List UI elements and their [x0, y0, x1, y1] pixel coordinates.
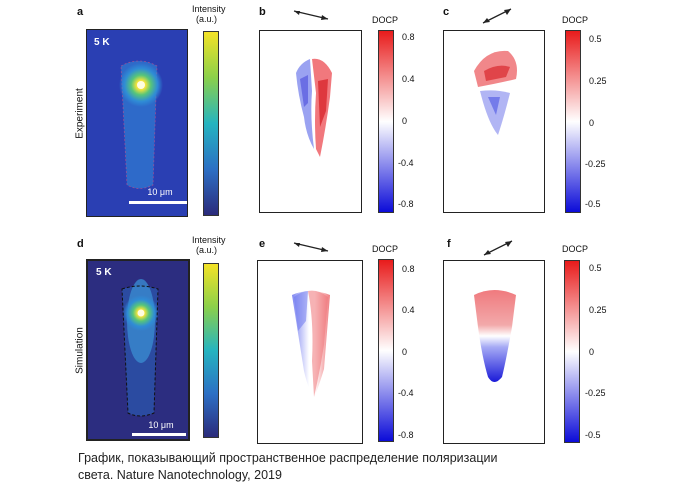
intensity-map-experiment: 5 K 10 μm: [86, 29, 188, 217]
figure-caption: График, показывающий пространственное ра…: [78, 450, 638, 484]
scale-bar-label: 10 μm: [148, 420, 174, 430]
docp-map-simulation-e: [257, 260, 363, 444]
tick-label: 0: [589, 347, 595, 357]
caption-line-1: График, показывающий пространственное ра…: [78, 451, 498, 465]
tick-label: 0.8: [402, 32, 415, 42]
tick-label: 0: [402, 116, 408, 126]
polarization-arrow-icon: [293, 242, 329, 252]
intensity-colorbar: [203, 31, 219, 216]
tick-label: 0: [402, 347, 408, 357]
temperature-label: 5 K: [96, 267, 112, 278]
tick-label: -0.25: [585, 159, 606, 169]
colorbar-title: DOCP: [372, 15, 399, 25]
temperature-label: 5 K: [94, 37, 110, 48]
docp-colorbar: [378, 259, 394, 442]
tick-label: 0: [589, 118, 595, 128]
colorbar-title: DOCP: [562, 15, 589, 25]
colorbar-title: Intensity (a.u.): [192, 235, 226, 255]
tick-label: -0.4: [398, 388, 414, 398]
polarization-arrow-icon: [483, 240, 513, 256]
tick-label: 0.5: [589, 263, 602, 273]
tick-label: 0.25: [589, 305, 607, 315]
tick-label: 0.25: [589, 76, 607, 86]
panel-letter-d: d: [77, 238, 84, 250]
tick-label: -0.8: [398, 430, 414, 440]
tick-label: -0.8: [398, 199, 414, 209]
tick-label: -0.4: [398, 158, 414, 168]
polarization-arrow-icon: [293, 10, 329, 20]
docp-colorbar: [378, 30, 394, 213]
docp-map-experiment-b: [259, 30, 362, 213]
panel-letter-c: c: [443, 6, 450, 18]
docp-map-simulation-f: [443, 260, 545, 444]
scale-bar: [129, 201, 187, 204]
tick-label: -0.5: [585, 199, 601, 209]
colorbar-title: Intensity (a.u.): [192, 4, 226, 24]
tick-label: 0.5: [589, 34, 602, 44]
docp-colorbar: [564, 260, 580, 443]
panel-letter-e: e: [259, 238, 266, 250]
intensity-map-simulation: 5 K 10 μm: [86, 259, 190, 441]
colorbar-title: DOCP: [562, 244, 589, 254]
panel-letter-a: a: [77, 6, 84, 18]
tick-label: -0.25: [585, 388, 606, 398]
docp-colorbar: [565, 30, 581, 213]
polarization-arrow-icon: [482, 8, 512, 24]
scale-bar-label: 10 μm: [147, 187, 173, 197]
intensity-colorbar: [203, 263, 219, 438]
docp-map-experiment-c: [443, 30, 545, 213]
tick-label: 0.4: [402, 74, 415, 84]
panel-letter-b: b: [259, 6, 266, 18]
tick-label: 0.8: [402, 264, 415, 274]
colorbar-title: DOCP: [372, 244, 399, 254]
tick-label: -0.5: [585, 430, 601, 440]
row-label-simulation: Simulation: [74, 327, 86, 374]
panel-letter-f: f: [447, 238, 451, 250]
tick-label: 0.4: [402, 305, 415, 315]
row-label-experiment: Experiment: [74, 88, 86, 139]
scale-bar: [132, 433, 186, 436]
caption-line-2: света. Nature Nanotechnology, 2019: [78, 468, 282, 482]
